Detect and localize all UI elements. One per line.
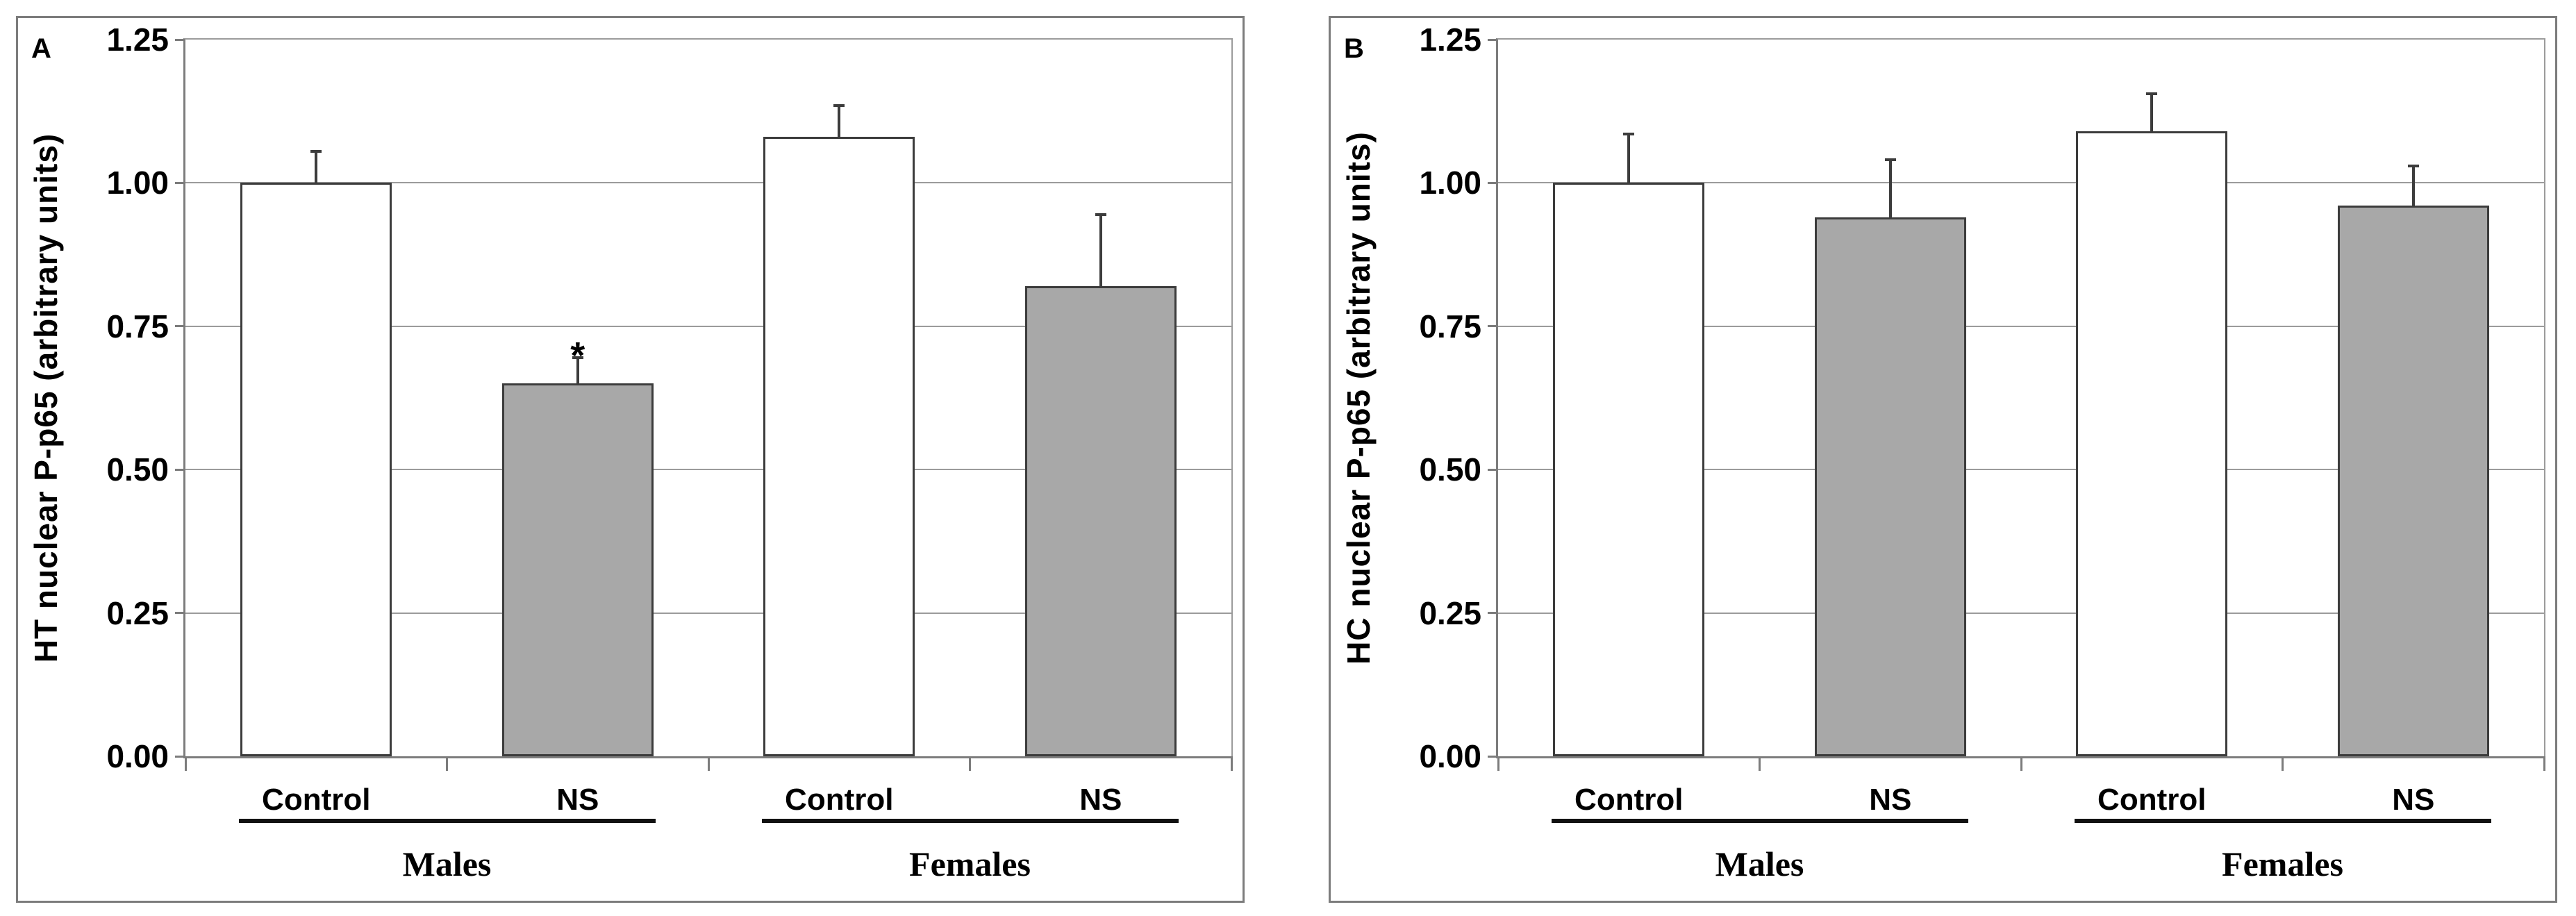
panel-b: B HC nuclear P-p65 (arbitrary units) 0.0… [1329, 16, 2557, 903]
group-underline-males [1551, 819, 1968, 823]
y-axis-tick-label: 0.50 [1419, 451, 1481, 488]
bar-ns-males [501, 383, 654, 756]
error-bar-cap-control-females [2146, 92, 2158, 96]
y-axis-tick [175, 612, 183, 615]
error-bar-line-ns-males [576, 358, 579, 384]
y-axis-tick [175, 468, 183, 471]
error-bar-cap-ns-females [1095, 213, 1106, 216]
x-axis-tick [969, 756, 971, 771]
x-axis-tick [446, 756, 448, 771]
y-axis-tick-label: 1.00 [1419, 165, 1481, 201]
plot-area-b: 0.00 0.25 0.50 0.75 1.00 1.25 Control NS Control… [1419, 22, 2545, 883]
x-axis-tick [2282, 756, 2284, 771]
gridline [1498, 612, 2544, 614]
error-bar-line-ns-females [2411, 165, 2415, 206]
error-bar-line-control-males [1627, 134, 1631, 183]
error-bar-cap-ns-females [2407, 164, 2419, 167]
bar-ns-males [1814, 217, 1966, 756]
group-underline-males [238, 819, 656, 823]
x-category-label-ns-females: NS [2392, 783, 2435, 817]
x-category-label-control-females: Control [785, 783, 894, 817]
x-axis-tick [1230, 756, 1233, 771]
y-axis-tick-label: 0.00 [106, 738, 169, 774]
bar-ns-females [2337, 206, 2489, 756]
y-axis-tick [175, 325, 183, 328]
panel-a: A HT nuclear P-p65 (arbitrary units) 0.0… [16, 16, 1245, 903]
x-category-label-control-males: Control [1574, 783, 1684, 817]
y-axis-tick [175, 181, 183, 184]
error-bar-cap-ns-males [1884, 158, 1896, 162]
x-category-label-ns-males: NS [556, 783, 599, 817]
y-axis-title-b: HC nuclear P-p65 (arbitrary units) [1340, 131, 1377, 665]
bar-ns-females [1024, 286, 1177, 756]
x-category-label-control-females: Control [2097, 783, 2207, 817]
y-axis-tick [1488, 612, 1496, 615]
x-category-label-ns-females: NS [1079, 783, 1122, 817]
y-axis-tick-label: 0.25 [106, 594, 169, 631]
y-axis-title-a: HT nuclear P-p65 (arbitrary units) [28, 133, 64, 663]
x-category-label-ns-males: NS [1869, 783, 1912, 817]
y-axis-tick [1488, 38, 1496, 41]
error-bar-line-control-females [2150, 94, 2154, 132]
error-bar-cap-ns-males [572, 356, 583, 360]
y-axis-tick [1488, 181, 1496, 184]
error-bar-cap-control-males [310, 149, 322, 153]
y-axis-tick [1488, 325, 1496, 328]
gridline [185, 325, 1231, 327]
gridline [185, 469, 1231, 471]
gridline [1498, 469, 2544, 471]
y-axis-tick-label: 0.75 [1419, 308, 1481, 344]
bar-control-males [1553, 183, 1705, 756]
x-category-label-control-males: Control [262, 783, 371, 817]
gridline [1498, 182, 2544, 184]
group-underline-females [2074, 819, 2491, 823]
error-bar-cap-control-males [1623, 133, 1635, 136]
significance-asterisk: * [570, 335, 585, 377]
x-axis-tick [2543, 756, 2545, 771]
error-bar-line-control-females [838, 105, 841, 138]
group-label-females: Females [2222, 844, 2343, 883]
bar-control-females [763, 137, 915, 756]
error-bar-cap-control-females [833, 103, 845, 107]
bar-control-males [240, 183, 392, 756]
gridline [185, 182, 1231, 184]
x-axis-tick [1497, 756, 1499, 771]
y-axis-tick [1488, 755, 1496, 758]
plot-area-a: 0.00 0.25 0.50 0.75 1.00 1.25 Control * NS Contro… [106, 22, 1233, 883]
x-axis-tick [1759, 756, 1761, 771]
x-axis-tick [707, 756, 710, 771]
error-bar-line-ns-females [1099, 214, 1102, 286]
gridline [1498, 325, 2544, 327]
error-bar-line-ns-males [1888, 160, 1892, 217]
y-axis-tick [175, 755, 183, 758]
error-bar-line-control-males [315, 151, 318, 183]
y-axis-tick-label: 0.25 [1419, 594, 1481, 631]
x-axis-tick [2020, 756, 2022, 771]
y-axis-tick-label: 0.50 [106, 451, 169, 488]
y-axis-tick-label: 0.00 [1419, 738, 1481, 774]
y-axis-tick-label: 1.00 [106, 165, 169, 201]
panel-letter-b: B [1344, 33, 1364, 64]
x-axis-tick [184, 756, 187, 771]
gridline [185, 612, 1231, 614]
y-axis-tick [175, 38, 183, 41]
group-label-males: Males [1715, 844, 1804, 883]
bar-control-females [2076, 131, 2228, 756]
y-axis-tick-label: 1.25 [106, 22, 169, 58]
group-label-females: Females [909, 844, 1031, 883]
y-axis-tick [1488, 468, 1496, 471]
y-axis-tick-label: 0.75 [106, 308, 169, 344]
panel-letter-a: A [31, 33, 51, 64]
group-underline-females [761, 819, 1179, 823]
group-label-males: Males [402, 844, 492, 883]
y-axis-tick-label: 1.25 [1419, 22, 1481, 58]
